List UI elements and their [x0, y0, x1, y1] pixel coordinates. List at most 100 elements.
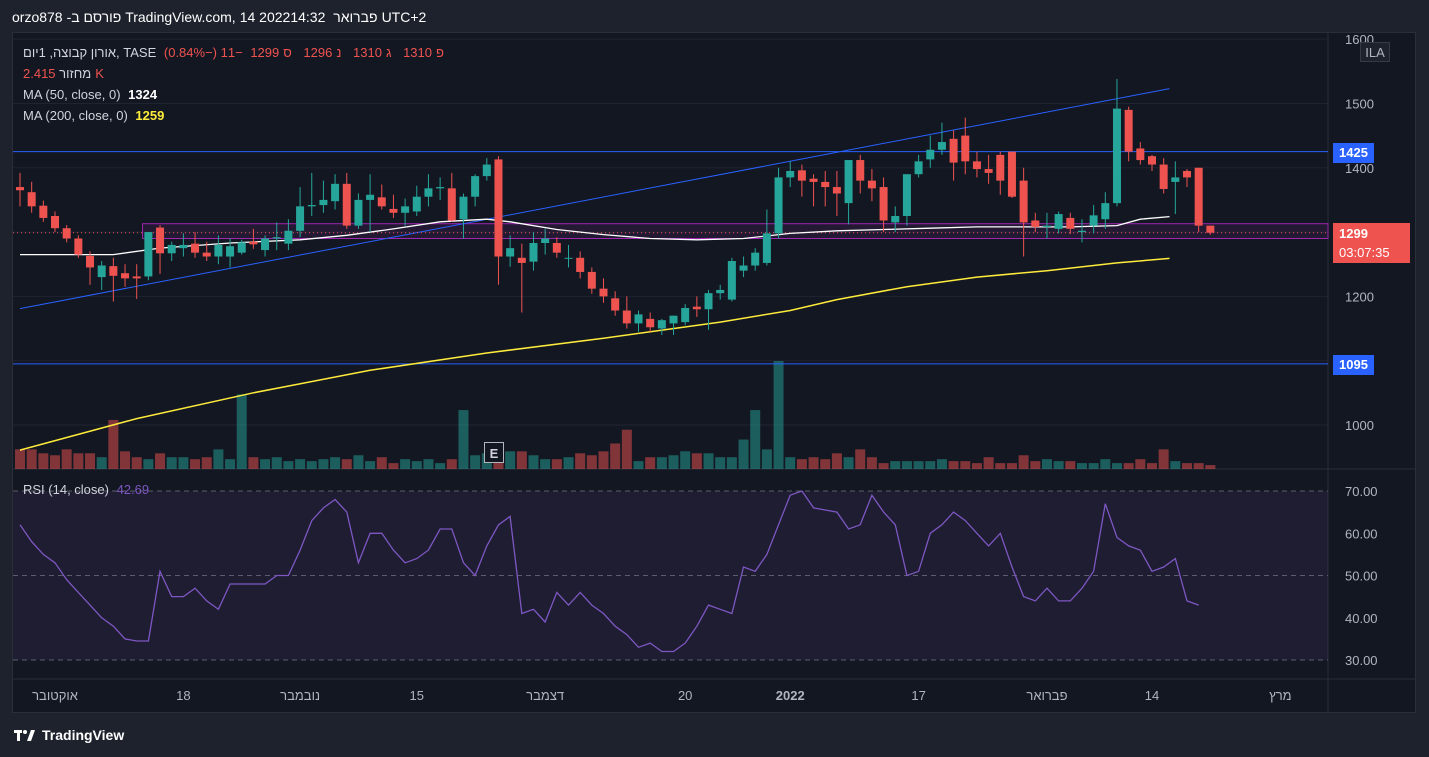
volume-bar [446, 459, 457, 469]
volume-bar [26, 449, 37, 469]
volume-bar [808, 457, 819, 469]
volume-bar [423, 459, 434, 469]
candle-body [342, 183, 351, 226]
volume-bar [878, 463, 889, 469]
legend-close-label: ס [283, 45, 292, 60]
time-tick-label: דצמבר [526, 688, 564, 703]
volume-bar [913, 461, 924, 469]
volume-bar [761, 449, 772, 469]
candle-body [949, 138, 958, 163]
candle-body [1206, 225, 1215, 233]
candle-body [97, 265, 106, 278]
header-source: -פורסם ב TradingView.com, [66, 9, 236, 25]
candle-body [727, 261, 736, 300]
volume-bar [948, 461, 959, 469]
candle-body [412, 196, 421, 212]
candle-body [622, 310, 631, 324]
candle-body [74, 238, 83, 255]
candle-body [739, 265, 748, 271]
volume-bar [155, 453, 166, 469]
candle-body [39, 205, 48, 218]
volume-bar [936, 459, 947, 469]
volume-bar [610, 443, 621, 469]
volume-bar [1111, 463, 1122, 469]
volume-bar [470, 455, 481, 469]
volume-bar [1135, 459, 1146, 469]
legend-rsi: RSI (14, close) 42.69 [23, 482, 153, 497]
candle-body [132, 276, 141, 279]
trend-channel-line [19, 88, 1170, 310]
support-zone [142, 223, 1329, 240]
time-tick-label: 17 [911, 688, 925, 703]
candle-body [377, 197, 386, 207]
legend-close: 1299 [250, 45, 280, 60]
candle-body [389, 208, 398, 213]
legend-open-label: פ [435, 45, 444, 60]
header-time: 14:32 [290, 9, 326, 25]
candle-body [86, 255, 95, 268]
candle-body [447, 188, 456, 221]
volume-bar [225, 459, 236, 469]
volume-bar [575, 453, 586, 469]
volume-bar [131, 457, 142, 469]
earnings-badge[interactable]: E [484, 442, 504, 463]
candle-body [1042, 225, 1051, 227]
time-tick-label: 2022 [776, 688, 805, 703]
candle-body [856, 160, 865, 181]
time-tick-label: מרץ [1269, 688, 1291, 703]
volume-bar [248, 457, 259, 469]
price-tick-label: 1400 [1345, 161, 1374, 176]
time-tick-label: פברואר [1026, 688, 1067, 703]
candle-body [1089, 215, 1098, 226]
volume-bar [1041, 459, 1052, 469]
volume-bar [598, 451, 609, 469]
candle-body [366, 194, 375, 200]
candle-body [1054, 214, 1063, 229]
time-tick-label: 14 [1145, 688, 1159, 703]
candle-body [704, 293, 713, 310]
volume-bar [1193, 463, 1204, 469]
candle-body [517, 257, 526, 263]
legend-high: 1310 [353, 45, 382, 60]
chart-frame[interactable] [12, 32, 1416, 713]
last-price-tag: 1299 03:07:35 [1333, 223, 1410, 263]
volume-bar [925, 461, 936, 469]
legend-low: 1296 [303, 45, 333, 60]
volume-bar [773, 361, 784, 469]
volume-bar [341, 459, 352, 469]
candle-body [1183, 170, 1191, 178]
candle-body [27, 192, 36, 207]
price-tick-label: 1200 [1345, 289, 1374, 304]
volume-bar [376, 457, 387, 469]
rsi-tick-label: 50.00 [1345, 569, 1378, 584]
candle-body [669, 315, 678, 324]
candle-body [16, 187, 24, 191]
ila-button[interactable]: ILA [1360, 42, 1390, 62]
volume-bar [656, 457, 667, 469]
volume-bar [866, 457, 877, 469]
volume-bar [365, 461, 376, 469]
candle-body [914, 161, 923, 175]
volume-bar [1076, 463, 1087, 469]
legend-ma50-value: 1324 [128, 87, 158, 102]
rsi-tick-label: 40.00 [1345, 611, 1378, 626]
candle-body [261, 238, 270, 251]
bar-countdown: 03:07:35 [1339, 245, 1390, 260]
volume-bar [505, 451, 516, 469]
volume-bar [1030, 461, 1041, 469]
candle-body [1147, 156, 1156, 165]
candle-body [1077, 230, 1086, 233]
candle-body [646, 318, 655, 328]
candle-body [972, 161, 981, 170]
candle-body [494, 159, 503, 257]
volume-bar [551, 459, 562, 469]
candle-body [1019, 180, 1028, 223]
candle-body [599, 288, 608, 297]
volume-bar [50, 455, 61, 469]
candle-body [51, 215, 60, 229]
volume-bar [586, 455, 597, 469]
candle-body [436, 187, 445, 189]
rsi-line [19, 490, 1199, 653]
candle-body [1112, 108, 1121, 204]
